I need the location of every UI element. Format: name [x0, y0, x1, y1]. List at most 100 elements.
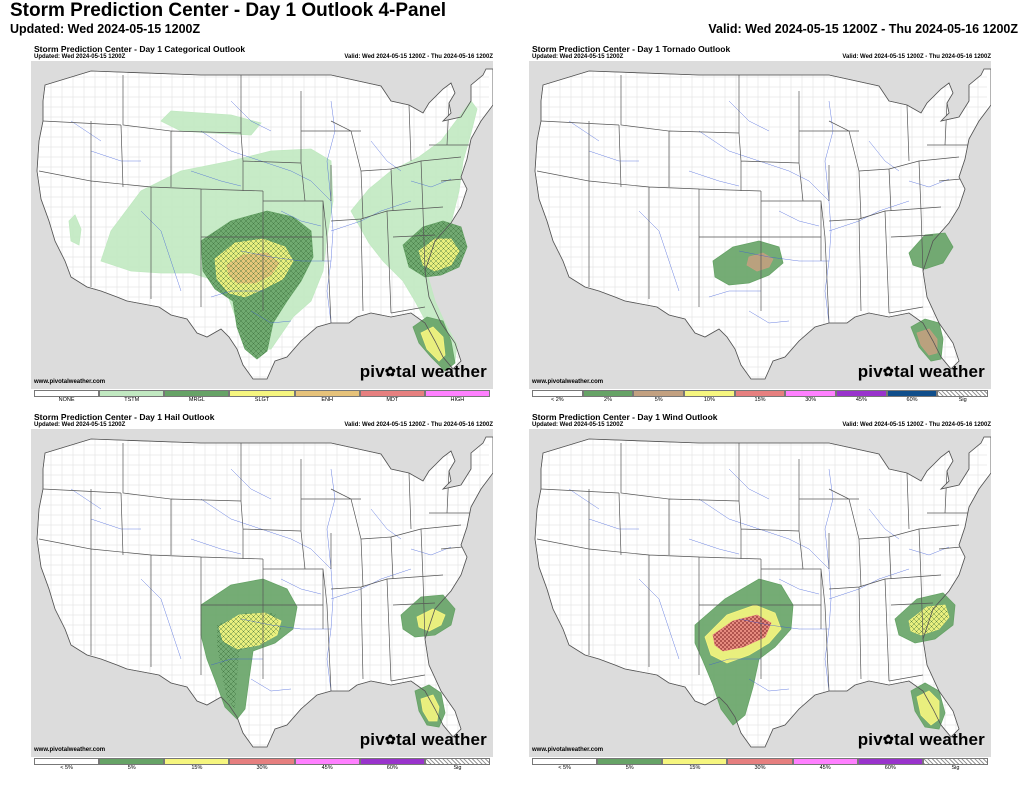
legend-item: 5% [597, 758, 663, 773]
brand-logo: piv✿tal weather [360, 730, 487, 750]
legend-categorical: NONE TSTM MRGL SLGT ENH MDT HIGH [34, 390, 490, 405]
categorical-hatch-east [403, 221, 467, 277]
legend-item: HIGH [424, 390, 490, 405]
legend-item: TSTM [99, 390, 165, 405]
legend-item: SLGT [229, 390, 295, 405]
brand-text-start: piv [857, 730, 883, 749]
map-wind [529, 429, 991, 757]
legend-item: < 5% [532, 758, 598, 773]
brand-logo: piv✿tal weather [360, 362, 487, 382]
legend-label: 60% [906, 397, 918, 403]
us-outline [36, 68, 493, 380]
slgt-area-florida [420, 326, 446, 362]
legend-swatch [792, 758, 858, 765]
hail15-area-florida [420, 694, 440, 722]
legend-item: MDT [359, 390, 425, 405]
legend-swatch [734, 390, 786, 397]
panel-valid: Valid: Wed 2024-05-15 1200Z - Thu 2024-0… [842, 54, 991, 60]
tor5-area-plains [746, 252, 774, 272]
legend-swatch [633, 390, 685, 397]
legend-label: < 2% [550, 397, 564, 403]
legend-swatch [597, 758, 663, 765]
legend-swatch [532, 390, 583, 397]
brand-logo: piv✿tal weather [858, 362, 985, 382]
source-url: www.pivotalweather.com [532, 379, 604, 385]
state-borders [38, 443, 471, 692]
legend-label: 60% [884, 765, 896, 771]
legend-swatch [99, 390, 165, 397]
brand-text-start: piv [857, 362, 883, 381]
legend-label: 2% [604, 397, 612, 403]
legend-item: 30% [785, 390, 837, 405]
tor5-area-florida [916, 328, 938, 356]
us-outline [36, 436, 493, 748]
legend-label: NONE [58, 397, 75, 403]
legend-swatch [34, 758, 100, 765]
legend-label: 60% [386, 765, 398, 771]
legend-item: 5% [633, 390, 685, 405]
state-borders [536, 443, 969, 692]
legend-swatch [359, 390, 425, 397]
panel-hail: Storm Prediction Center - Day 1 Hail Out… [31, 412, 493, 776]
legend-label: 30% [256, 765, 268, 771]
legend-swatch [164, 758, 230, 765]
legend-swatch [785, 390, 837, 397]
legend-swatch [582, 390, 634, 397]
panel-categorical: Storm Prediction Center - Day 1 Categori… [31, 44, 493, 408]
legend-hail: < 5% 5% 15% 30% 45% 60% Sig [34, 758, 490, 773]
legend-swatch [886, 390, 938, 397]
legend-item: 45% [836, 390, 887, 405]
panel-updated: Updated: Wed 2024-05-15 1200Z [34, 54, 126, 60]
legend-label: SLGT [254, 397, 270, 403]
legend-wind: < 5% 5% 15% 30% 45% 60% Sig [532, 758, 988, 773]
legend-label: 30% [805, 397, 817, 403]
brand-text-end: tal weather [893, 362, 985, 381]
legend-label: 5% [625, 765, 634, 771]
legend-swatch [922, 758, 988, 765]
legend-label: 5% [127, 765, 136, 771]
legend-swatch [99, 758, 165, 765]
legend-item: 15% [734, 390, 786, 405]
wind-sig-area [713, 615, 771, 651]
legend-swatch [662, 758, 728, 765]
panel-wind: Storm Prediction Center - Day 1 Wind Out… [529, 412, 991, 776]
legend-label: 45% [819, 765, 831, 771]
legend-item: 60% [886, 390, 938, 405]
panel-title: Storm Prediction Center - Day 1 Categori… [34, 44, 246, 54]
legend-swatch [532, 758, 598, 765]
legend-item: 5% [99, 758, 165, 773]
legend-label: MRGL [188, 397, 205, 403]
legend-label: TSTM [124, 397, 140, 403]
legend-item: 15% [164, 758, 230, 773]
legend-label: 15% [689, 765, 701, 771]
legend-item: Sig [922, 758, 988, 773]
map-tornado [529, 61, 991, 389]
legend-label: 15% [754, 397, 766, 403]
legend-swatch [229, 758, 295, 765]
panel-title: Storm Prediction Center - Day 1 Hail Out… [34, 412, 215, 422]
legend-swatch [164, 390, 230, 397]
hail-sig-area [217, 613, 281, 709]
legend-label: HIGH [450, 397, 465, 403]
legend-swatch [294, 390, 360, 397]
legend-item: 30% [229, 758, 295, 773]
legend-item: 15% [662, 758, 728, 773]
legend-item: ENH [294, 390, 360, 405]
page-valid-range: Valid: Wed 2024-05-15 1200Z - Thu 2024-0… [708, 22, 1018, 36]
legend-item: 60% [359, 758, 425, 773]
panel-updated: Updated: Wed 2024-05-15 1200Z [532, 54, 624, 60]
legend-swatch [727, 758, 793, 765]
panel-updated: Updated: Wed 2024-05-15 1200Z [532, 422, 624, 428]
tstm-area-west [68, 214, 82, 246]
legend-swatch [359, 758, 425, 765]
tor2-area-east [908, 232, 954, 270]
categorical-hatch-plains [201, 211, 313, 359]
brand-text-start: piv [359, 362, 385, 381]
brand-text-end: tal weather [893, 730, 985, 749]
legend-tornado: < 2% 2% 5% 10% 15% 30% 45% 60% Sig [532, 390, 989, 405]
legend-label: 30% [754, 765, 766, 771]
panel-valid: Valid: Wed 2024-05-15 1200Z - Thu 2024-0… [842, 422, 991, 428]
wind15-area-florida [916, 690, 940, 726]
legend-item: 2% [582, 390, 634, 405]
legend-item: 45% [294, 758, 360, 773]
